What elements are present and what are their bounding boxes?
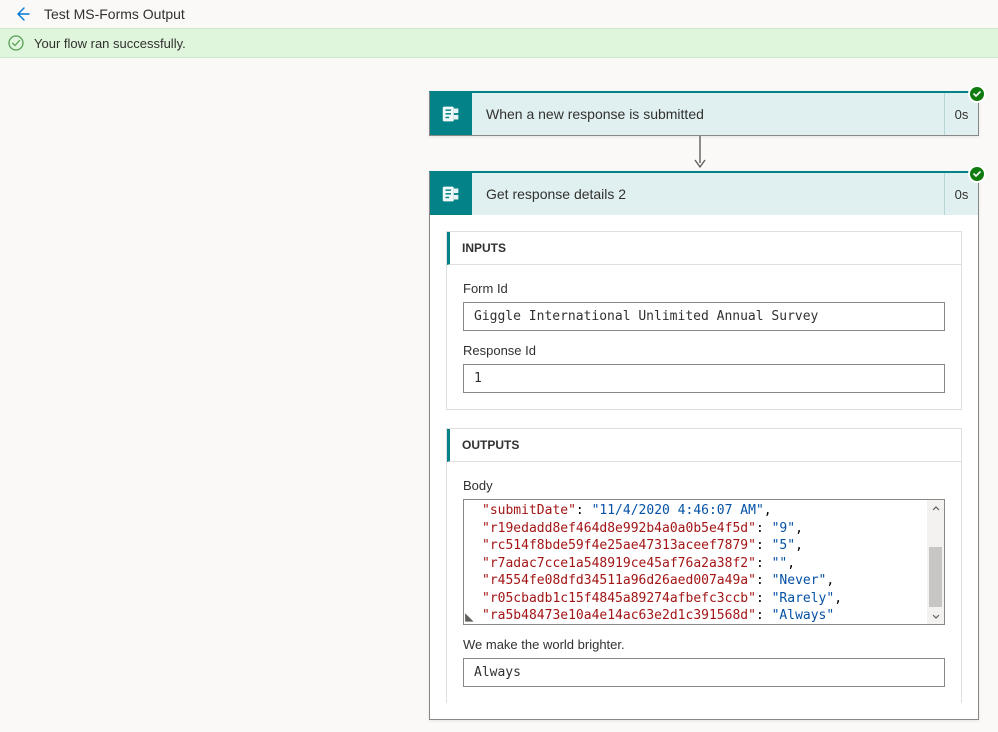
status-success-badge	[968, 165, 986, 183]
output-q1-label: We make the world brighter.	[463, 637, 945, 652]
scroll-up-button[interactable]	[927, 500, 944, 517]
body-json-box[interactable]: "submitDate": "11/4/2020 4:46:07 AM", "r…	[463, 499, 945, 625]
body-scrollbar[interactable]	[927, 500, 944, 624]
back-button[interactable]	[8, 0, 36, 28]
response-id-label: Response Id	[463, 343, 945, 358]
response-id-value[interactable]: 1	[463, 364, 945, 393]
back-arrow-icon	[14, 6, 30, 22]
inputs-heading: INPUTS	[447, 232, 961, 265]
flow-arrow	[699, 136, 701, 170]
status-success-badge	[968, 85, 986, 103]
output-q1-value[interactable]: Always	[463, 658, 945, 687]
outputs-section: OUTPUTS Body "submitDate": "11/4/2020 4:…	[446, 428, 962, 703]
inputs-section: INPUTS Form Id Giggle International Unli…	[446, 231, 962, 410]
action-title: When a new response is submitted	[472, 106, 944, 122]
success-check-icon	[8, 35, 24, 51]
success-message: Your flow ran successfully.	[34, 36, 186, 51]
scroll-thumb[interactable]	[929, 547, 942, 607]
check-icon	[972, 169, 982, 179]
forms-connector-icon	[430, 173, 472, 215]
flow-title: Test MS-Forms Output	[44, 6, 185, 22]
form-id-label: Form Id	[463, 281, 945, 296]
scroll-down-button[interactable]	[927, 607, 944, 624]
check-icon	[972, 89, 982, 99]
action-card-get-response-details[interactable]: Get response details 2 0s INPUTS Form Id…	[429, 171, 979, 720]
body-label: Body	[463, 478, 945, 493]
action-card-trigger[interactable]: When a new response is submitted 0s	[429, 91, 979, 136]
outputs-heading: OUTPUTS	[447, 429, 961, 462]
scroll-track[interactable]	[927, 517, 944, 607]
action-title: Get response details 2	[472, 186, 944, 202]
forms-connector-icon	[430, 93, 472, 135]
body-json-content: "submitDate": "11/4/2020 4:46:07 AM", "r…	[464, 500, 944, 625]
success-banner: Your flow ran successfully.	[0, 28, 998, 58]
body-resize-handle[interactable]: ◢	[464, 613, 477, 621]
title-bar: Test MS-Forms Output	[0, 0, 998, 28]
action-details: INPUTS Form Id Giggle International Unli…	[430, 215, 978, 719]
form-id-value[interactable]: Giggle International Unlimited Annual Su…	[463, 302, 945, 331]
